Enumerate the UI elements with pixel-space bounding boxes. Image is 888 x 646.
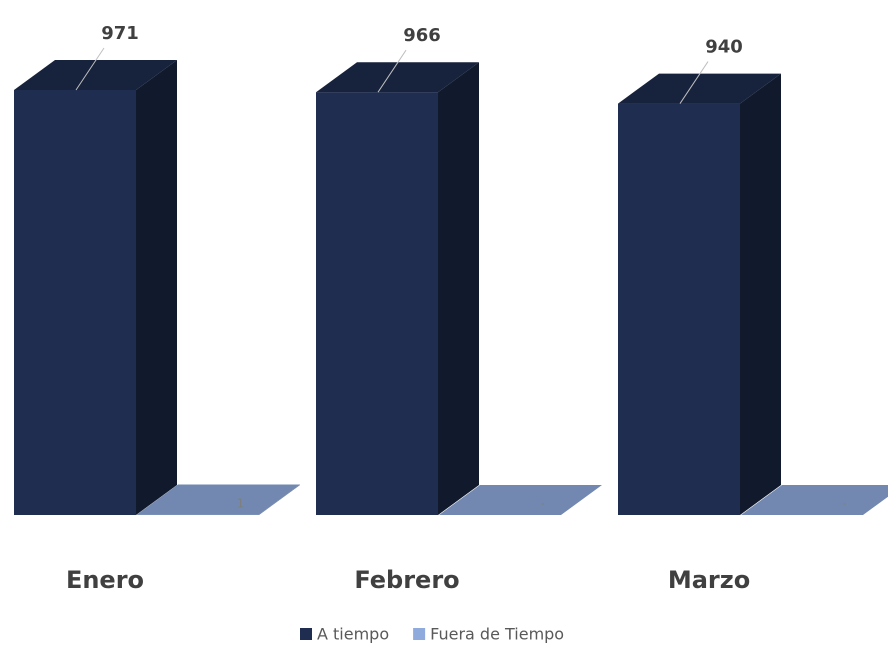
bar-front [14, 90, 136, 515]
bar-top [439, 485, 602, 515]
bar-top [316, 62, 479, 93]
bar [439, 485, 602, 515]
x-tick-label: Febrero [354, 566, 459, 594]
bar-side [259, 484, 300, 515]
legend-swatch [300, 628, 312, 640]
data-label: - [842, 497, 846, 511]
legend-label: A tiempo [317, 625, 389, 644]
data-label: 1 [237, 497, 245, 511]
data-label: 971 [101, 23, 139, 44]
x-tick-label: Marzo [668, 566, 750, 594]
data-label: 966 [403, 25, 441, 46]
bar [741, 485, 888, 515]
legend-label: Fuera de Tiempo [430, 625, 564, 644]
data-label: - [540, 497, 544, 511]
bar [137, 484, 300, 515]
leader-line [75, 47, 105, 91]
bar-side [740, 73, 781, 516]
bar [14, 60, 177, 515]
bar-top [14, 60, 177, 90]
leader-line [679, 61, 709, 104]
bar-front [618, 103, 740, 516]
bar-top [618, 73, 781, 104]
bar-side [438, 62, 479, 515]
legend-swatch [413, 628, 426, 640]
bar-side [136, 60, 177, 515]
bar-top [137, 484, 300, 515]
leader-line [377, 49, 407, 93]
bar-top [741, 485, 888, 515]
x-tick-label: Enero [66, 566, 144, 594]
bar [618, 73, 781, 516]
bar-front [316, 92, 438, 515]
bar [316, 62, 479, 515]
data-label: 940 [705, 37, 743, 58]
